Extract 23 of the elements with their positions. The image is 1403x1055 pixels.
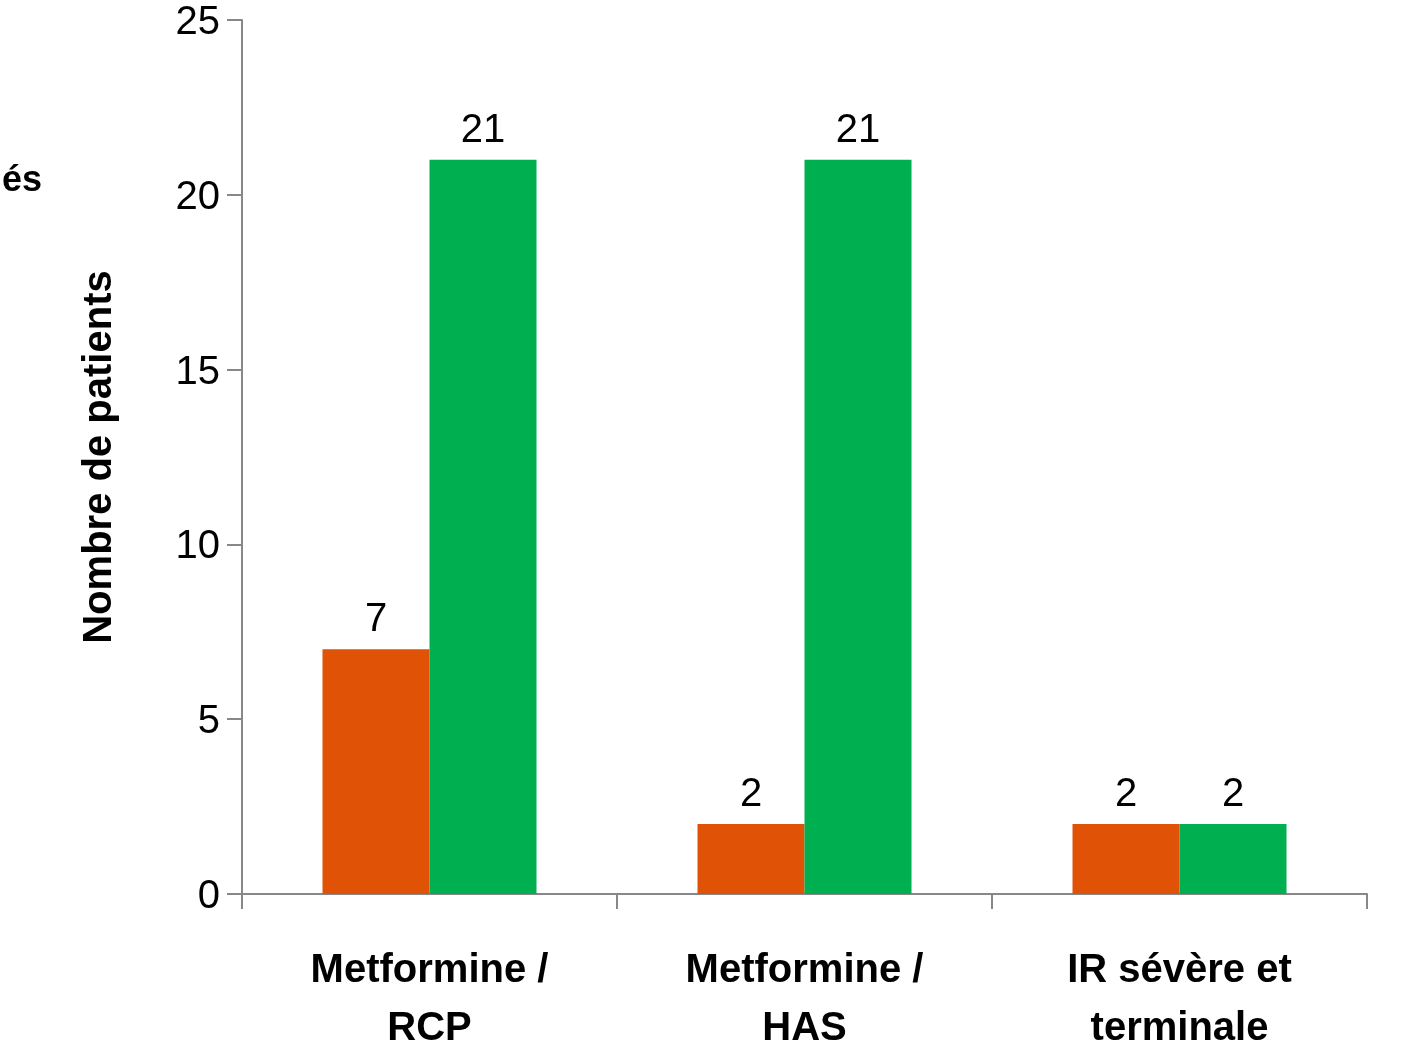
- data-label: 2: [1114, 770, 1138, 815]
- text: és: [2, 157, 43, 199]
- x-tick-label: Metformine / HAS: [685, 946, 924, 1048]
- bar: [322, 649, 430, 894]
- data-label: 21: [460, 105, 506, 150]
- bar: [1179, 824, 1287, 894]
- bar: [697, 824, 805, 894]
- data-label: 21: [835, 105, 881, 150]
- x-tick-label: IR sévère et terminale: [1067, 946, 1292, 1048]
- x-tick-label: Metformine / RCP: [310, 946, 549, 1048]
- y-tick-label: 15: [175, 347, 220, 392]
- y-tick-label: 5: [197, 697, 220, 742]
- bar: [429, 159, 537, 894]
- bar: [804, 159, 912, 894]
- y-tick-label: 0: [197, 872, 220, 916]
- data-label: 2: [739, 770, 763, 815]
- data-label: 2: [1221, 770, 1245, 815]
- y-tick-label: 20: [175, 172, 220, 217]
- bar: [1072, 824, 1180, 894]
- data-label: 7: [364, 595, 388, 640]
- y-tick-label: 25: [175, 0, 220, 42]
- y-tick-label: 10: [175, 522, 220, 567]
- y-axis-title: Nombre de patients: [75, 270, 119, 644]
